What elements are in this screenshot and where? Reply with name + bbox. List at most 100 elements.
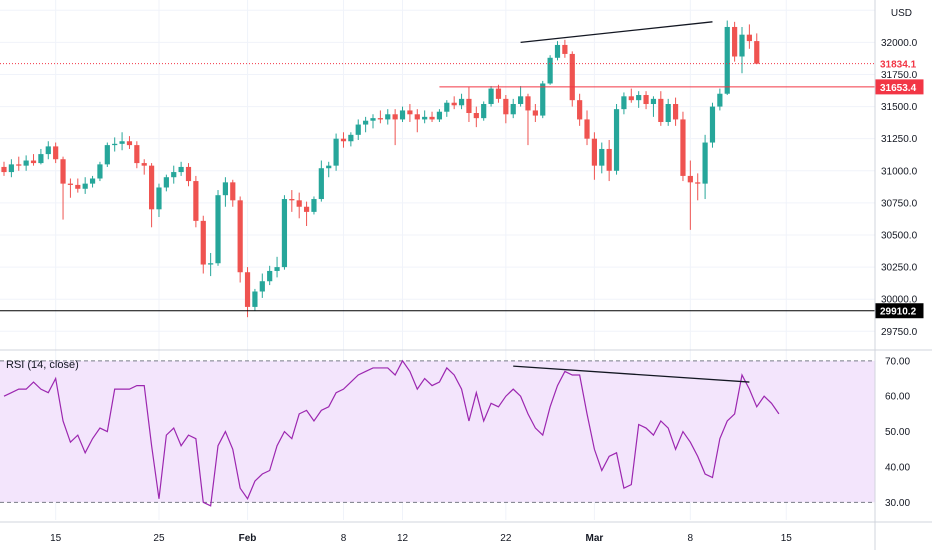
candle[interactable] xyxy=(569,51,575,107)
candle[interactable] xyxy=(318,160,324,202)
candle[interactable] xyxy=(407,104,413,122)
candle[interactable] xyxy=(746,24,752,49)
candle[interactable] xyxy=(112,137,118,152)
candle[interactable] xyxy=(695,173,701,201)
candle[interactable] xyxy=(709,102,716,148)
candle[interactable] xyxy=(628,88,634,103)
candle[interactable] xyxy=(163,174,169,192)
candle[interactable] xyxy=(665,98,671,126)
candle[interactable] xyxy=(178,161,184,176)
candle[interactable] xyxy=(311,196,317,215)
candle[interactable] xyxy=(222,177,228,207)
rsi-pane[interactable] xyxy=(3,359,780,507)
price-axis[interactable]: 29750.0 30000.0 30250.0 30500.0 30750.0 31000… xyxy=(881,38,918,338)
candle[interactable] xyxy=(650,96,657,117)
candle[interactable] xyxy=(23,155,29,171)
candle[interactable] xyxy=(230,179,236,207)
candle[interactable] xyxy=(16,156,22,171)
candle[interactable] xyxy=(584,110,590,146)
candle[interactable] xyxy=(532,104,538,122)
candle[interactable] xyxy=(141,159,147,175)
candle[interactable] xyxy=(45,141,51,160)
candle[interactable] xyxy=(289,190,295,212)
candle[interactable] xyxy=(732,21,738,62)
candle[interactable] xyxy=(680,111,686,182)
candle[interactable] xyxy=(126,136,133,149)
candle[interactable] xyxy=(67,178,74,198)
candle[interactable] xyxy=(348,132,354,147)
candle[interactable] xyxy=(518,86,524,107)
rsi-indicator-label[interactable]: RSI (14, close) xyxy=(6,359,79,371)
candle[interactable] xyxy=(488,86,494,107)
candle[interactable] xyxy=(495,84,502,103)
candle[interactable] xyxy=(510,98,516,119)
candle[interactable] xyxy=(525,93,531,146)
candle[interactable] xyxy=(244,267,251,318)
candle[interactable] xyxy=(444,100,450,117)
candle[interactable] xyxy=(104,142,110,167)
drawings[interactable] xyxy=(0,21,875,383)
candle[interactable] xyxy=(643,91,649,110)
rsi-trendline[interactable] xyxy=(513,365,750,383)
candle[interactable] xyxy=(8,159,14,178)
candle[interactable] xyxy=(200,215,206,274)
candle[interactable] xyxy=(636,91,642,108)
rsi-axis[interactable]: 30.00 40.00 50.00 60.00 70.00 xyxy=(885,356,910,508)
candle[interactable] xyxy=(547,55,553,85)
candle[interactable] xyxy=(717,88,723,111)
candle[interactable] xyxy=(38,148,44,165)
candle[interactable] xyxy=(97,161,103,182)
candle[interactable] xyxy=(385,109,391,125)
candle[interactable] xyxy=(274,256,280,278)
candle[interactable] xyxy=(281,195,288,270)
candle[interactable] xyxy=(156,183,162,218)
candle[interactable] xyxy=(377,110,383,124)
candle[interactable] xyxy=(1,161,7,176)
candle[interactable] xyxy=(215,190,221,266)
time-axis[interactable]: 15 25 Feb 8 12 22 Mar 8 15 xyxy=(50,533,792,544)
candle[interactable] xyxy=(119,132,125,151)
candle[interactable] xyxy=(75,178,81,193)
price-trendline[interactable] xyxy=(520,21,713,44)
candle[interactable] xyxy=(429,111,435,122)
candle[interactable] xyxy=(554,41,561,61)
candle[interactable] xyxy=(60,156,66,220)
candle[interactable] xyxy=(208,252,214,277)
candle[interactable] xyxy=(458,93,465,110)
candle[interactable] xyxy=(591,132,597,180)
candle[interactable] xyxy=(185,163,192,187)
candle[interactable] xyxy=(481,101,487,121)
candle[interactable] xyxy=(702,134,708,200)
candle[interactable] xyxy=(370,114,376,129)
candle[interactable] xyxy=(414,109,420,133)
candle[interactable] xyxy=(724,20,730,96)
candle[interactable] xyxy=(739,26,745,74)
candle[interactable] xyxy=(82,177,88,194)
candle[interactable] xyxy=(355,119,361,140)
candle[interactable] xyxy=(613,104,620,175)
candle[interactable] xyxy=(392,109,398,146)
candle[interactable] xyxy=(466,87,472,122)
candle[interactable] xyxy=(451,96,457,110)
candle[interactable] xyxy=(259,273,265,298)
candle[interactable] xyxy=(436,109,443,122)
rsi-line[interactable] xyxy=(3,359,780,507)
candle[interactable] xyxy=(473,106,479,128)
candle[interactable] xyxy=(503,95,509,124)
candle[interactable] xyxy=(606,139,612,182)
candle[interactable] xyxy=(237,196,243,283)
candle[interactable] xyxy=(267,265,273,286)
price-pane[interactable] xyxy=(1,20,760,318)
candle[interactable] xyxy=(658,91,664,126)
candle[interactable] xyxy=(252,288,258,311)
candle[interactable] xyxy=(134,141,140,169)
candle[interactable] xyxy=(296,192,302,219)
candle[interactable] xyxy=(326,161,332,178)
candle[interactable] xyxy=(399,106,406,122)
candle[interactable] xyxy=(303,201,310,227)
candle[interactable] xyxy=(599,142,605,174)
candle[interactable] xyxy=(30,154,37,166)
candle[interactable] xyxy=(193,175,199,228)
candle[interactable] xyxy=(672,97,679,126)
